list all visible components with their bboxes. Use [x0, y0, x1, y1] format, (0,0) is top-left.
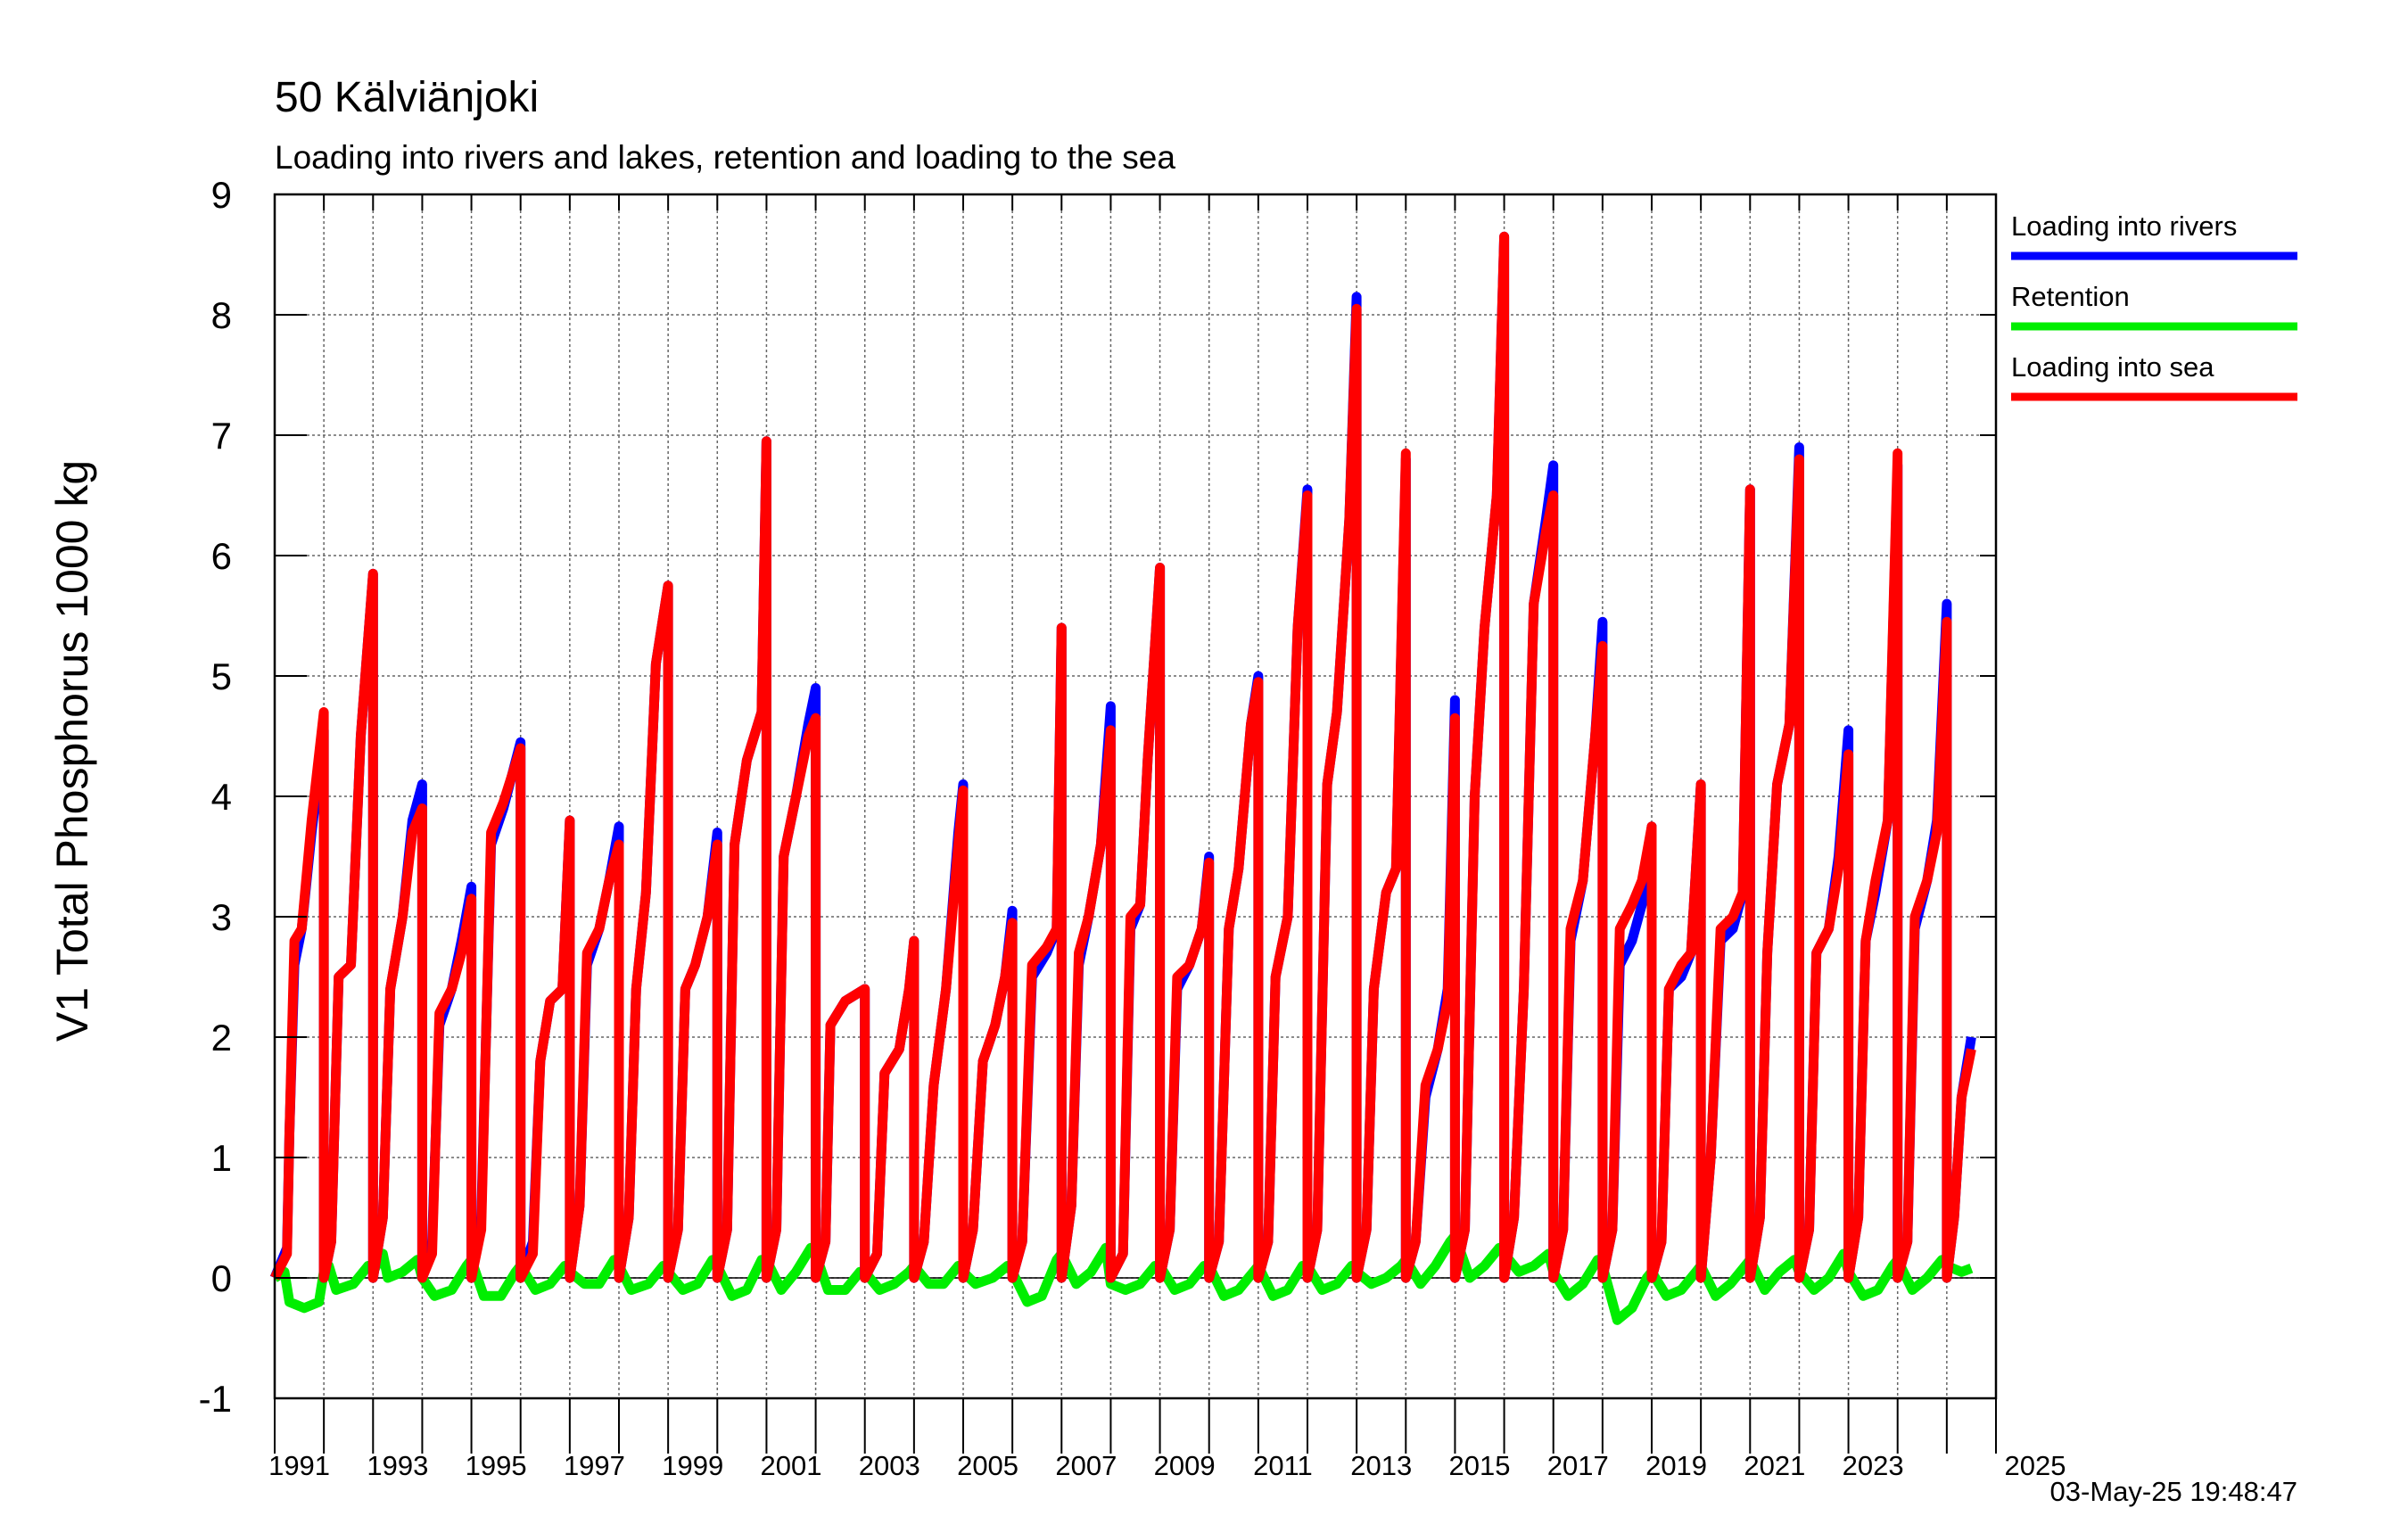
- legend-item-rivers[interactable]: Loading into rivers: [2011, 210, 2297, 260]
- y-tick-label: 3: [211, 896, 232, 938]
- x-tick-label: 2023: [1843, 1450, 1904, 1481]
- y-tick-label: 6: [211, 535, 232, 577]
- y-axis-label: V1 Total Phosphorus 1000 kg: [47, 460, 97, 1042]
- y-tick-label: 9: [211, 174, 232, 216]
- x-tick-label: 1995: [466, 1450, 527, 1481]
- y-axis-ticks: -1 0 1 2 3 4 5 6 7 8 9: [199, 174, 1996, 1420]
- legend-item-retention[interactable]: Retention: [2011, 281, 2297, 331]
- y-tick-label: 5: [211, 655, 232, 697]
- x-tick-label: 2005: [957, 1450, 1018, 1481]
- x-tick-label: 1991: [268, 1450, 330, 1481]
- legend-label-sea: Loading into sea: [2011, 351, 2214, 383]
- x-tick-label: 2011: [1253, 1450, 1313, 1481]
- y-tick-label: 8: [211, 294, 232, 336]
- y-tick-label: 2: [211, 1017, 232, 1059]
- x-tick-label: 2007: [1055, 1450, 1117, 1481]
- x-axis-ticks: 1991 1993 1995 1997 1999 2001 2003 2005 2007 2009…: [268, 194, 2066, 1481]
- x-tick-label: 1997: [564, 1450, 625, 1481]
- chart-subtitle: Loading into rivers and lakes, retention…: [275, 139, 1175, 176]
- x-tick-label: 2021: [1744, 1450, 1805, 1481]
- legend: Loading into rivers Retention Loading in…: [2011, 210, 2297, 401]
- y-tick-label: 1: [211, 1137, 232, 1179]
- x-tick-label: 2019: [1645, 1450, 1707, 1481]
- y-tick-label: -1: [199, 1378, 232, 1420]
- x-tick-label: 1999: [662, 1450, 723, 1481]
- x-tick-label: 2015: [1449, 1450, 1511, 1481]
- x-tick-label: 2001: [761, 1450, 822, 1481]
- chart-title: 50 Kälviänjoki: [275, 74, 539, 121]
- x-tick-label: 2003: [859, 1450, 920, 1481]
- legend-label-rivers: Loading into rivers: [2011, 210, 2237, 242]
- x-tick-label: 2009: [1154, 1450, 1216, 1481]
- y-tick-label: 4: [211, 776, 232, 818]
- x-tick-label: 2017: [1547, 1450, 1609, 1481]
- x-tick-label: 2013: [1350, 1450, 1412, 1481]
- plot-area: [269, 231, 1976, 1325]
- legend-item-sea[interactable]: Loading into sea: [2011, 351, 2297, 401]
- x-tick-label: 2025: [2005, 1450, 2066, 1481]
- x-tick-label: 1993: [367, 1450, 428, 1481]
- legend-label-retention: Retention: [2011, 281, 2130, 312]
- y-tick-label: 0: [211, 1257, 232, 1299]
- timestamp: 03-May-25 19:48:47: [2050, 1476, 2297, 1507]
- y-tick-label: 7: [211, 415, 232, 457]
- series-line-sea: [270, 231, 1976, 1283]
